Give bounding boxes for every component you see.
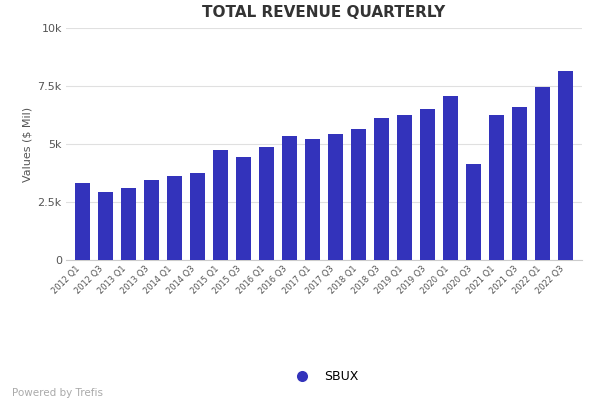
Bar: [489, 115, 504, 260]
Bar: [74, 184, 89, 260]
Bar: [397, 115, 412, 260]
Bar: [121, 188, 136, 260]
Bar: [374, 118, 389, 260]
Bar: [535, 87, 550, 260]
Bar: [559, 71, 574, 260]
Text: Powered by Trefis: Powered by Trefis: [12, 388, 103, 398]
Bar: [466, 164, 481, 260]
Bar: [98, 192, 113, 260]
Bar: [144, 180, 159, 260]
Bar: [190, 173, 205, 260]
Bar: [213, 150, 228, 260]
Title: TOTAL REVENUE QUARTERLY: TOTAL REVENUE QUARTERLY: [202, 5, 446, 20]
Bar: [328, 134, 343, 260]
Bar: [259, 148, 274, 260]
Bar: [282, 136, 297, 260]
Bar: [305, 139, 320, 260]
Bar: [512, 107, 527, 260]
Bar: [351, 129, 366, 260]
Bar: [420, 109, 435, 260]
Bar: [236, 157, 251, 260]
Legend: SBUX: SBUX: [284, 365, 364, 388]
Y-axis label: Values ($ Mil): Values ($ Mil): [22, 106, 32, 182]
Bar: [443, 96, 458, 260]
Bar: [167, 176, 182, 260]
